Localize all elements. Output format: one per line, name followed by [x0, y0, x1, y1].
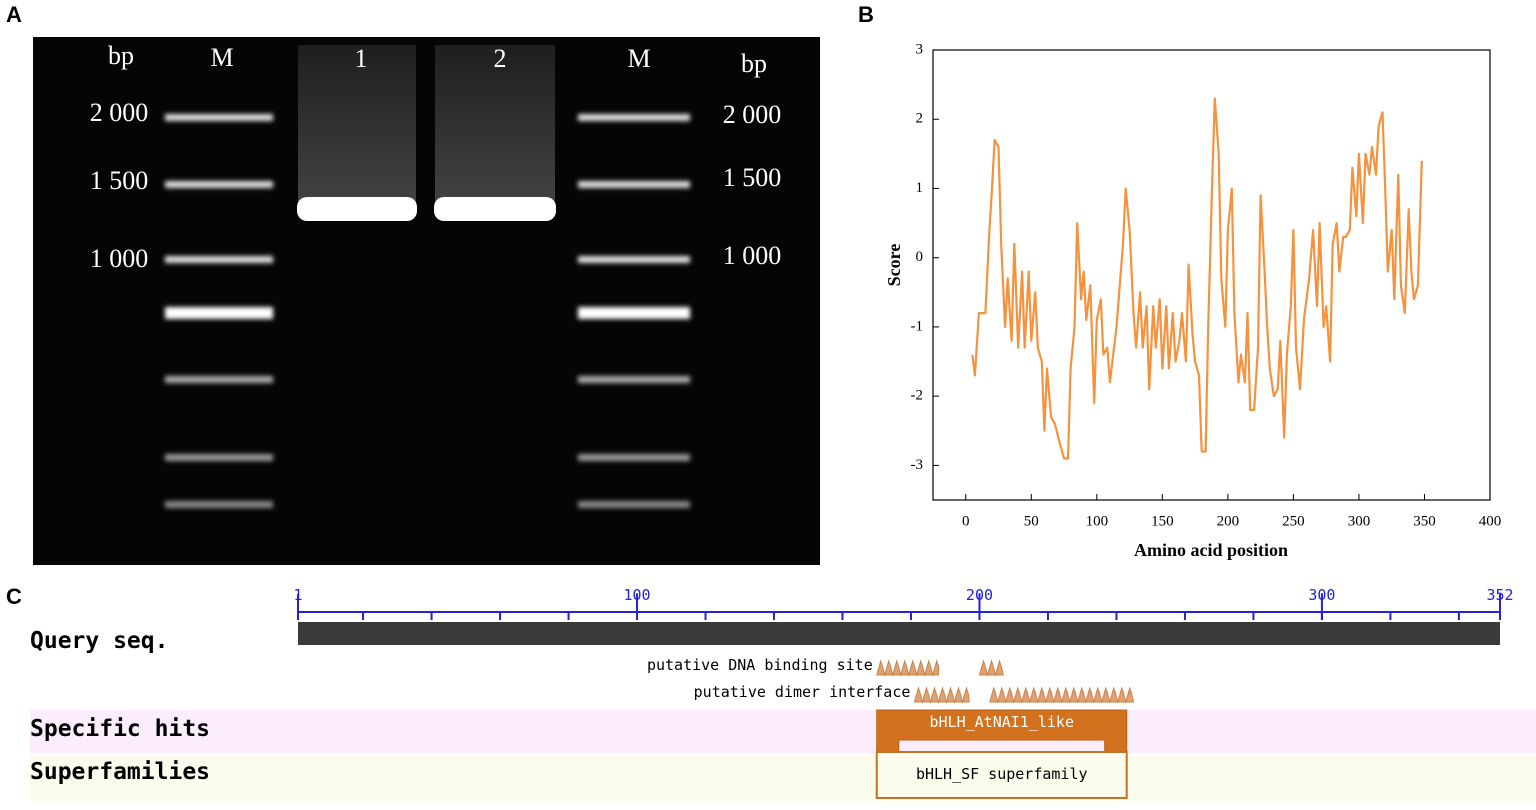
ruler-label: 200 — [966, 586, 993, 604]
superfamily-hit — [875, 751, 1128, 799]
ladder-bands — [165, 114, 690, 508]
x-tick-label: 150 — [1151, 513, 1174, 529]
size-label: 1 500 — [723, 163, 782, 192]
sample-band — [297, 197, 417, 221]
ruler-label: 352 — [1486, 586, 1513, 604]
size-label: 1 000 — [723, 241, 782, 270]
size-label: 1 500 — [90, 166, 149, 195]
query-label: Query seq. — [30, 628, 168, 654]
y-tick-label: -2 — [911, 388, 924, 404]
row-label: Specific hits — [30, 716, 210, 742]
x-tick-label: 400 — [1479, 513, 1502, 529]
x-tick-label: 100 — [1086, 513, 1109, 529]
panel-label: C — [6, 584, 22, 609]
lane-smear — [298, 45, 416, 210]
sample-band — [434, 197, 556, 221]
gel-unit: bp — [741, 49, 767, 78]
y-tick-label: 3 — [916, 41, 924, 57]
panel-label: B — [858, 2, 874, 27]
size-label: 2 000 — [90, 98, 149, 127]
ruler-label: 100 — [623, 586, 650, 604]
plot-frame — [932, 49, 1491, 501]
feature-site — [989, 686, 1135, 704]
x-tick-label: 50 — [1024, 513, 1039, 529]
row-band — [30, 756, 1536, 801]
row-label: Superfamilies — [30, 759, 210, 785]
x-tick-label: 0 — [962, 513, 970, 529]
score-line — [971, 97, 1423, 460]
feature-label: putative DNA binding site — [647, 656, 873, 674]
lane-label: 1 — [355, 44, 368, 73]
hit-label: bHLH_SF superfamily — [916, 765, 1088, 783]
feature-site — [876, 659, 940, 677]
size-label: 2 000 — [723, 100, 782, 129]
x-tick-label: 200 — [1217, 513, 1240, 529]
y-tick-label: -1 — [911, 318, 924, 334]
feature-label: putative dimer interface — [694, 683, 911, 701]
row-band — [30, 710, 1536, 753]
gel-unit: bp — [108, 41, 134, 70]
x-tick-label: 350 — [1413, 513, 1436, 529]
feature-site — [978, 659, 1005, 677]
lane-label: M — [210, 43, 233, 72]
x-tick-label: 250 — [1282, 513, 1305, 529]
feature-site — [913, 686, 970, 704]
y-tick-label: 0 — [916, 249, 924, 265]
ruler-label: 300 — [1308, 586, 1335, 604]
lane-label: M — [627, 44, 650, 73]
y-tick-label: 2 — [916, 111, 924, 127]
lane-label: 2 — [494, 44, 507, 73]
query-bar — [298, 622, 1500, 645]
hit-label: bHLH_AtNAI1_like — [929, 713, 1074, 731]
size-label: 1 000 — [90, 244, 149, 273]
y-tick-label: 1 — [916, 180, 924, 196]
ruler-label: 1 — [293, 586, 302, 604]
lane-smear — [435, 45, 555, 210]
panel-label: A — [6, 2, 22, 27]
x-axis-title: Amino acid position — [1134, 540, 1288, 560]
y-tick-label: -3 — [911, 457, 924, 473]
y-axis-title: Score — [884, 244, 904, 287]
gel: bp bp M 1 2 M 2 000 1 500 1 000 2 000 1 … — [33, 37, 820, 565]
x-tick-label: 300 — [1348, 513, 1371, 529]
gel-background — [33, 37, 820, 565]
